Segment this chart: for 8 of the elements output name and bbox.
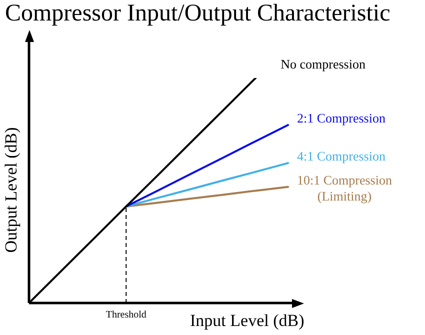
text: Threshold [106,310,146,321]
x-axis-title: Input Level (dB) [190,310,304,330]
series-label: 4:1 Compression [297,148,386,164]
y-axis-title: Output Level (dB) [1,127,20,253]
series-label: 2:1 Compression [297,110,386,126]
chart-title: Compressor Input/Output Characteristic [5,0,390,26]
series-label: 10:1 Compression (Limiting) [297,172,392,204]
series-label: No compression [280,56,366,72]
